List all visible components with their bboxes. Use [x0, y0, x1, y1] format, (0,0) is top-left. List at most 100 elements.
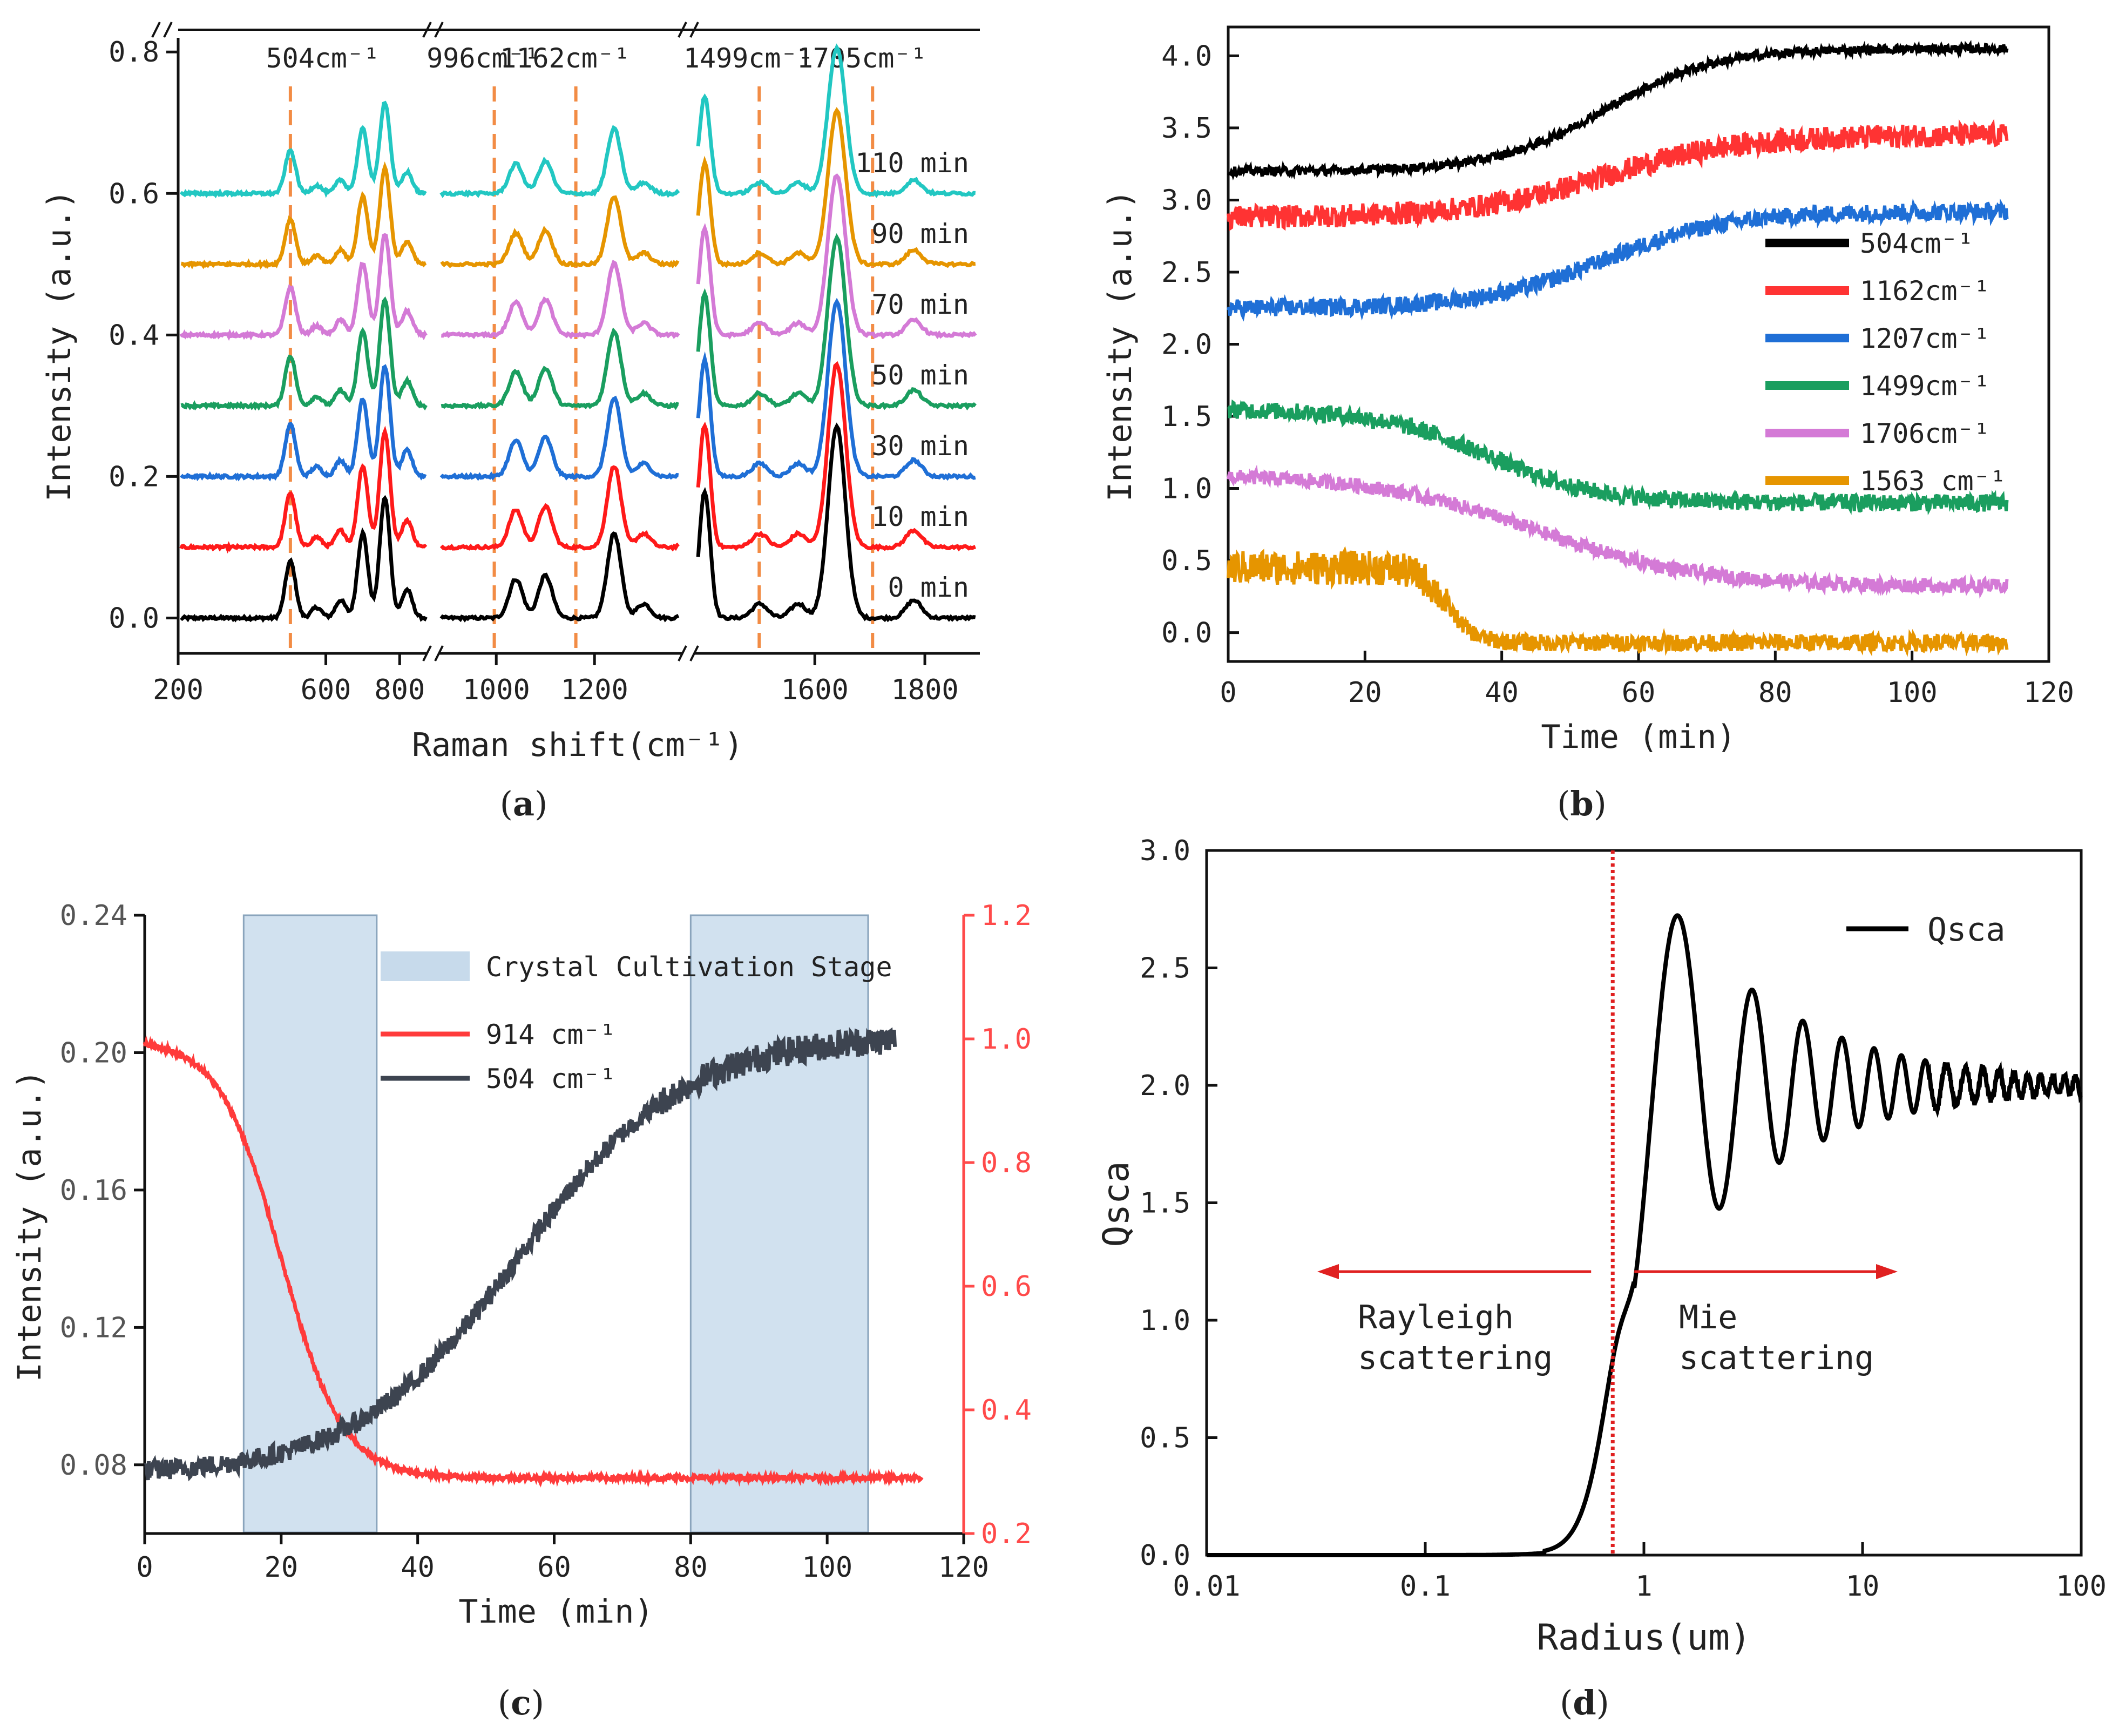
- x-tick-label: 1: [1635, 1570, 1652, 1603]
- peak-marker-label: 504cm⁻¹: [266, 43, 380, 74]
- y-tick-label: 2.0: [1161, 329, 1212, 361]
- peak-marker-label: 1705cm⁻¹: [797, 43, 927, 74]
- y2-tick-label: 0.8: [981, 1147, 1032, 1179]
- x-tick-label: 10: [1846, 1570, 1880, 1603]
- peak-marker-label: 1162cm⁻¹: [500, 43, 630, 74]
- legend-label: 504cm⁻¹: [1860, 228, 1974, 259]
- y-tick-label: 2.5: [1140, 953, 1190, 985]
- y-tick-label: 3.0: [1140, 835, 1190, 867]
- x-tick-label: 40: [401, 1551, 435, 1584]
- x-tick-label: 1800: [891, 674, 958, 706]
- break-mark: [163, 22, 173, 38]
- x-tick-label: 80: [1758, 677, 1792, 709]
- time-series-line: [1227, 39, 2009, 181]
- y-tick-label: 3.5: [1161, 112, 1212, 145]
- peak-marker-label: 1499cm⁻¹: [683, 43, 814, 74]
- y-tick-label: 0.12: [60, 1312, 127, 1344]
- y-tick-label: 0.08: [60, 1449, 127, 1482]
- series-group: [143, 1026, 924, 1488]
- y2-tick-label: 0.4: [981, 1394, 1032, 1427]
- y-axis-label: Intensity (a.u.): [40, 190, 78, 502]
- y-tick-label: 2.0: [1140, 1070, 1190, 1102]
- x-tick-label: 0: [136, 1551, 153, 1584]
- legend: Qsca: [1846, 911, 2006, 949]
- break-mark: [434, 645, 444, 661]
- time-series-line: [1227, 399, 2009, 516]
- legend-swatch: [381, 951, 470, 981]
- x-axis-label: Radius(um): [1536, 1617, 1751, 1658]
- arrowhead-right: [1876, 1264, 1898, 1279]
- y-tick-label: 1.5: [1140, 1187, 1190, 1220]
- x-tick-label: 80: [674, 1551, 708, 1584]
- y2-tick-label: 0.2: [981, 1518, 1032, 1550]
- y-tick-label: 0.20: [60, 1037, 127, 1069]
- time-series-line: [1227, 119, 2009, 231]
- spectrum-line: [180, 107, 976, 270]
- y-tick-label: 0.6: [109, 178, 159, 210]
- panel-label: (c): [498, 1683, 544, 1723]
- axis-breaks: [151, 19, 980, 664]
- x-tick-label: 100: [802, 1551, 852, 1584]
- panel-label: (b): [1557, 784, 1607, 823]
- x-tick-label: 600: [301, 674, 351, 706]
- spectrum-label: 90 min: [871, 218, 969, 249]
- x-tick-label: 1000: [463, 674, 530, 706]
- tick-group: 0.08 0.12 0.16 0.20 0.24 0.2 0.4 0.6 0.8 1.0 1.2 0 2…: [60, 900, 1032, 1584]
- y-tick-label: 0.2: [109, 461, 159, 493]
- legend-label: 1563 cm⁻¹: [1860, 465, 2006, 497]
- break-mark: [678, 645, 687, 661]
- break-gap: [682, 643, 695, 664]
- region-annotation: Rayleigh: [1358, 1299, 1514, 1336]
- legend-label: 504 cm⁻¹: [486, 1063, 616, 1095]
- legend-label: Qsca: [1927, 911, 2006, 949]
- y-tick-label: 0.4: [109, 319, 159, 352]
- x-tick-label: 60: [537, 1551, 571, 1584]
- panel-letter: a: [513, 784, 534, 823]
- legend: Crystal Cultivation Stage 914 cm⁻¹ 504 cm⁻…: [381, 951, 892, 1095]
- x-tick-label: 20: [265, 1551, 299, 1584]
- time-series-line: [144, 1026, 897, 1482]
- break-mark: [689, 645, 699, 661]
- y-tick-label: 3.0: [1161, 184, 1212, 217]
- series-group: 0 min 10 min 30 min 50 min 70 min 90 min 110 m…: [179, 43, 977, 623]
- x-tick-label: 100: [2056, 1570, 2107, 1603]
- break-gap: [155, 19, 168, 40]
- series-group: [1227, 39, 2009, 657]
- panel-label: (a): [500, 784, 548, 823]
- x-tick-label: 120: [938, 1551, 989, 1584]
- y-tick-label: 0.24: [60, 900, 127, 932]
- legend-label: Crystal Cultivation Stage: [486, 951, 892, 983]
- y-tick-label: 0.5: [1161, 545, 1212, 577]
- x-tick-label: 0.01: [1173, 1570, 1240, 1603]
- x-tick-label: 40: [1485, 677, 1519, 709]
- time-series-line: [143, 1035, 924, 1488]
- x-tick-label: 200: [153, 674, 204, 706]
- panel-b: 0.0 0.5 1.0 1.5 2.0 2.5 3.0 3.5 4.0 0 20 40 60 80 100 1…: [1101, 25, 2074, 823]
- x-tick-label: 100: [1887, 677, 1938, 709]
- spectrum-label: 10 min: [871, 501, 969, 532]
- spectrum-label: 50 min: [871, 360, 969, 391]
- x-tick-label: 800: [374, 674, 425, 706]
- legend-label: 1706cm⁻¹: [1860, 418, 1990, 449]
- x-axis-label: Time (min): [458, 1593, 653, 1631]
- x-tick-label: 1600: [781, 674, 849, 706]
- legend: 504cm⁻¹ 1162cm⁻¹ 1207cm⁻¹ 1499cm⁻¹ 1706cm⁻¹ 1…: [1765, 228, 2006, 497]
- time-series-line: [1227, 546, 2009, 657]
- y2-tick-label: 0.6: [981, 1271, 1032, 1303]
- spectrum-line: [180, 233, 977, 411]
- x-tick-label: 1200: [561, 674, 628, 706]
- tick-group: 0.0 0.2 0.4 0.6 0.8 200 600 800 1000 1200 1600 1800: [109, 36, 959, 706]
- spectrum-label: 30 min: [871, 430, 969, 462]
- y-tick-label: 1.5: [1161, 401, 1212, 433]
- panel-a: 0.0 0.2 0.4 0.6 0.8 200 600 800 1000 1200 1600 1800…: [40, 19, 980, 823]
- x-tick-label: 0: [1220, 677, 1236, 709]
- y-tick-label: 0.0: [1140, 1539, 1190, 1572]
- panel-d: 0.0 0.5 1.0 1.5 2.0 2.5 3.0 0.01 0.1 1 10 100 Rayle…: [1095, 835, 2107, 1723]
- x-tick-label: 120: [2023, 677, 2074, 709]
- spectrum-label: 110 min: [855, 147, 969, 179]
- shaded-region: [689, 914, 869, 1534]
- spectrum-line: [180, 298, 976, 482]
- spectrum-label: 70 min: [871, 289, 969, 320]
